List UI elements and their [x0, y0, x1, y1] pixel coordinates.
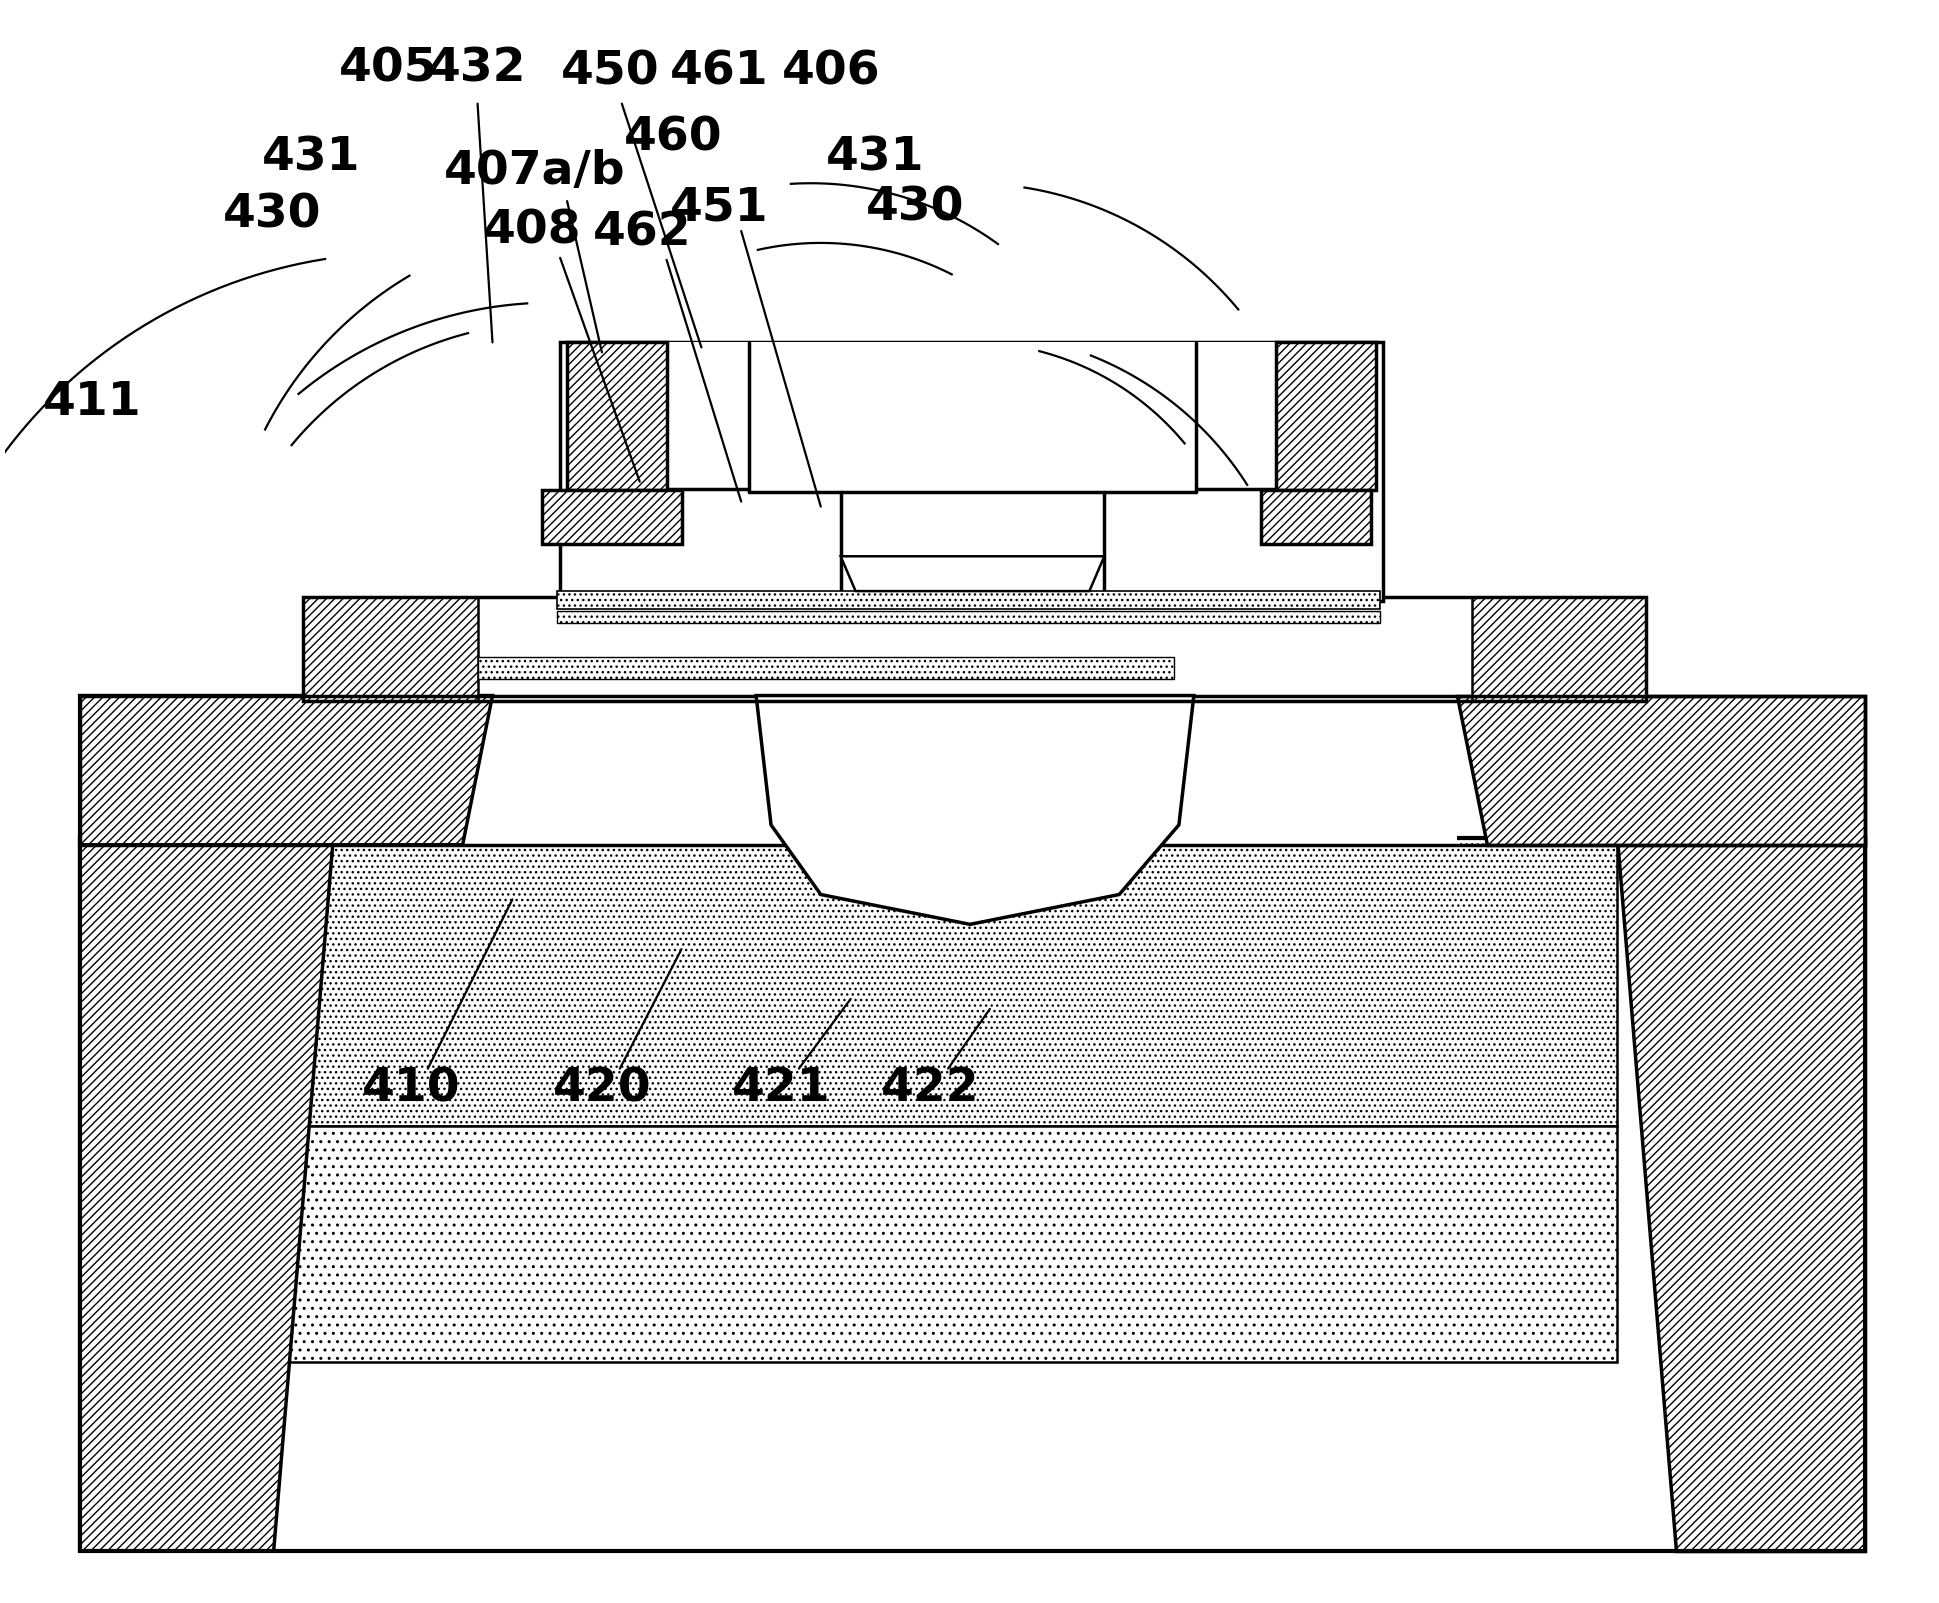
Text: 421: 421	[731, 1066, 830, 1111]
Text: 420: 420	[553, 1066, 652, 1111]
Bar	[556, 611, 1381, 624]
Text: 406: 406	[781, 50, 880, 95]
Bar	[556, 592, 1381, 609]
Polygon shape	[79, 696, 493, 845]
Bar	[273, 1127, 1617, 1363]
Text: 460: 460	[624, 115, 723, 160]
Text: 461: 461	[671, 50, 768, 95]
Bar	[1276, 343, 1377, 489]
Bar	[477, 596, 1173, 701]
Bar	[79, 838, 1865, 1552]
Polygon shape	[756, 696, 1194, 925]
Polygon shape	[79, 838, 334, 1552]
Text: 451: 451	[671, 186, 768, 231]
Bar	[748, 343, 1196, 492]
Text: 430: 430	[223, 192, 320, 237]
Bar	[463, 696, 1458, 845]
Text: 430: 430	[867, 186, 964, 231]
Text: 462: 462	[593, 210, 690, 255]
Bar	[566, 343, 667, 489]
Bar	[79, 696, 1865, 845]
Bar	[560, 343, 1383, 601]
Text: 408: 408	[483, 208, 582, 253]
Text: 432: 432	[429, 46, 527, 91]
Text: 431: 431	[262, 136, 361, 181]
Text: 405: 405	[339, 46, 438, 91]
Text: 431: 431	[826, 136, 925, 181]
Text: 411: 411	[43, 380, 142, 425]
Text: 410: 410	[361, 1066, 460, 1111]
Polygon shape	[1617, 838, 1865, 1552]
Bar	[477, 657, 1173, 678]
Bar	[304, 596, 1646, 701]
Bar	[652, 343, 1291, 489]
Text: 422: 422	[880, 1066, 979, 1111]
Polygon shape	[1458, 696, 1865, 845]
Text: 450: 450	[560, 50, 659, 95]
Polygon shape	[842, 556, 1105, 592]
Bar	[304, 596, 477, 701]
Bar	[1472, 596, 1646, 701]
Bar	[273, 838, 1617, 1127]
Bar	[1262, 489, 1371, 545]
Text: 407a/b: 407a/b	[444, 149, 624, 194]
Bar	[543, 489, 681, 545]
